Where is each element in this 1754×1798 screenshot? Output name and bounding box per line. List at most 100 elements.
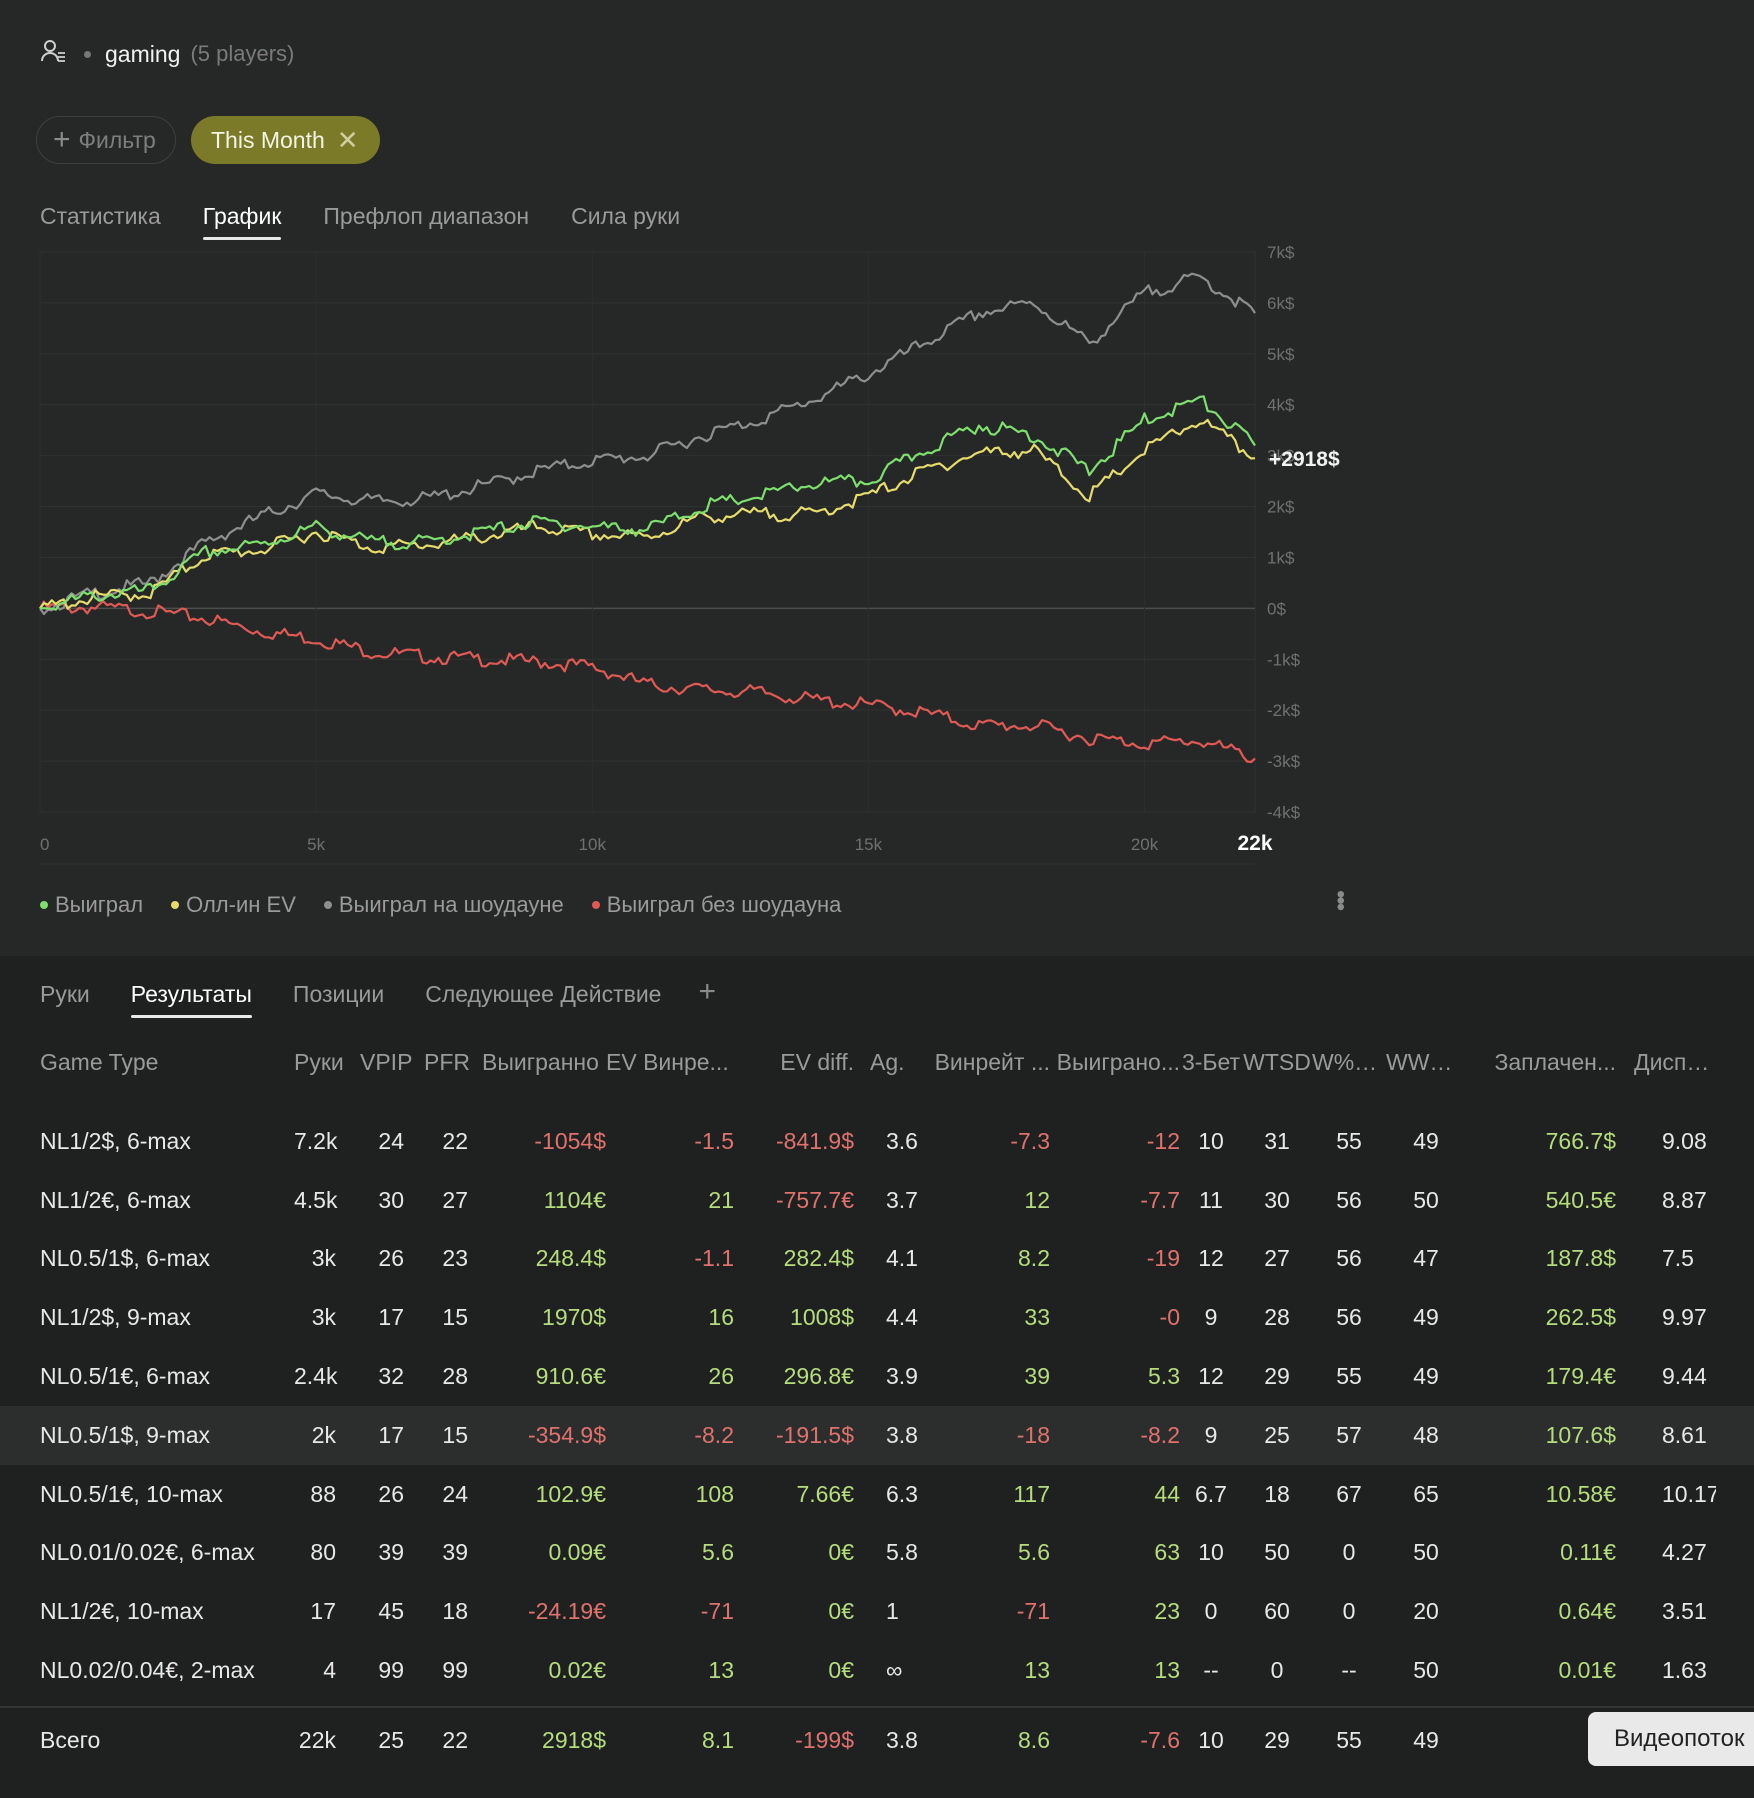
- cell-won-per: -0: [1159, 1304, 1180, 1331]
- tab-graph[interactable]: График: [202, 203, 281, 240]
- cell-ev-winrate: 8.1: [606, 1705, 734, 1774]
- cell-ev-diff: 0€: [828, 1598, 854, 1625]
- cell-ev-diff: 0€: [828, 1657, 854, 1684]
- cell-paid: 107.6$: [1466, 1405, 1616, 1465]
- legend-item-showdown[interactable]: Выиграл на шоудауне: [323, 892, 564, 918]
- cell-won: -24.19€: [527, 1598, 606, 1625]
- table-row[interactable]: NL1/2€, 6-max 4.5k 30 27 1104€ 21 -757.7€ 3.7 12…: [0, 1171, 1754, 1230]
- cell-wwsf: 50: [1413, 1657, 1439, 1684]
- table-row[interactable]: NL0.5/1€, 6-max 2.4k 32 28 910.6€ 26 296.8€ 3.9…: [0, 1347, 1754, 1406]
- col-3bet[interactable]: 3-Бет: [1181, 1048, 1241, 1075]
- tab-hand-strength[interactable]: Сила руки: [571, 203, 681, 229]
- table-row[interactable]: NL1/2€, 10-max 17 45 18 -24.19€ -71 0€ 1 -71 23 0 6…: [0, 1582, 1754, 1641]
- y-tick-label: 0$: [1267, 599, 1286, 618]
- cell-aggression: 3.8: [854, 1405, 930, 1465]
- cell-wwsf: 50: [1413, 1539, 1439, 1566]
- table-row[interactable]: NL0.5/1$, 9-max 2k 17 15 -354.9$ -8.2 -191.5$ 3…: [0, 1405, 1754, 1465]
- cell-ev-diff: -191.5$: [734, 1405, 854, 1465]
- table-row[interactable]: NL0.02/0.04€, 2-max 4 99 99 0.02€ 13 0€ ∞ 13 13 --…: [0, 1641, 1754, 1700]
- x-tick-label: 22k: [1237, 832, 1272, 855]
- table-row[interactable]: NL0.5/1$, 6-max 3k 26 23 248.4$ -1.1 282.4$ 4.1…: [0, 1230, 1754, 1289]
- tab-positions[interactable]: Позиции: [292, 981, 385, 1007]
- cell-game-type: NL1/2$, 9-max: [40, 1304, 191, 1331]
- pad: [0, 1230, 40, 1289]
- pad: [1716, 1112, 1754, 1171]
- cell-wwsf: 49: [1413, 1127, 1439, 1154]
- cell-wwsf: 49: [1413, 1363, 1439, 1390]
- cell-paid: 262.5$: [1545, 1304, 1616, 1331]
- tab-hands[interactable]: Руки: [40, 981, 90, 1007]
- tab-next-action[interactable]: Следующее Действие: [425, 981, 662, 1007]
- col-ev-diff[interactable]: EV diff.: [780, 1048, 854, 1075]
- pad: [1716, 1347, 1754, 1406]
- legend-item-non-showdown[interactable]: Выиграл без шоудауна: [591, 892, 841, 918]
- col-aggression[interactable]: Ag.: [870, 1048, 905, 1075]
- col-wwsf[interactable]: WWSF%: [1386, 1048, 1466, 1075]
- cell-game-type: NL0.5/1$, 6-max: [40, 1245, 211, 1272]
- close-icon[interactable]: ✕: [336, 125, 359, 155]
- table-body: NL1/2$, 6-max 7.2k 24 22 -1054$ -1.5 -841.9$ 3.…: [0, 1084, 1754, 1774]
- cell-wtsd: 25: [1242, 1405, 1312, 1465]
- cell-pfr: 28: [442, 1363, 468, 1390]
- col-won[interactable]: Выигранно: [482, 1048, 599, 1075]
- tab-preflop-range[interactable]: Префлоп диапазон: [323, 203, 530, 229]
- cell-won-per: 63: [1154, 1539, 1180, 1566]
- legend-item-allin-ev[interactable]: Олл-ин EV: [171, 892, 296, 918]
- pad: [1716, 1230, 1754, 1289]
- cell-wwsf: 20: [1413, 1598, 1439, 1625]
- table-row[interactable]: NL1/2$, 9-max 3k 17 15 1970$ 16 1008$ 4.4 33 -0 9 2…: [0, 1288, 1754, 1347]
- add-filter-button[interactable]: + Фильтр: [36, 116, 176, 164]
- cell-wwsf: 48: [1386, 1405, 1466, 1465]
- col-pfr[interactable]: PFR: [424, 1048, 470, 1075]
- cell-dispersion: 9.08: [1662, 1127, 1707, 1154]
- col-wtsd[interactable]: WTSD: [1243, 1048, 1311, 1075]
- pad: [0, 1582, 40, 1641]
- col-winrate[interactable]: Винрейт ...: [934, 1048, 1050, 1075]
- pad: [0, 1405, 40, 1465]
- table-row[interactable]: NL1/2$, 6-max 7.2k 24 22 -1054$ -1.5 -841.9$ 3.…: [0, 1112, 1754, 1171]
- cell-wsd: 56: [1336, 1304, 1362, 1331]
- col-vpip[interactable]: VPIP: [360, 1048, 413, 1075]
- active-filter-chip[interactable]: This Month ✕: [191, 116, 380, 164]
- col-game-type[interactable]: Game Type: [40, 1048, 159, 1075]
- winnings-chart[interactable]: 7k$ 6k$ 5k$ 4k$ 3k$ 2k$ 1k$ 0$ -1k$ -2k$ -3k$ -4k$ 0…: [0, 240, 1380, 880]
- table-total-row[interactable]: Всего 22k 25 22 2918$ 8.1 -199$ 3.8 8.6 -7.6 10 29 5…: [0, 1705, 1754, 1774]
- pad: [1716, 1465, 1754, 1524]
- col-paid[interactable]: Заплачен...: [1494, 1048, 1617, 1075]
- pad: [0, 1288, 40, 1347]
- cell-dispersion: 8.87: [1662, 1186, 1707, 1213]
- cell-ev-diff: 1008$: [790, 1304, 854, 1331]
- legend-item-won[interactable]: Выиграл: [40, 892, 143, 918]
- cell-won: 1104€: [543, 1186, 606, 1213]
- group-name[interactable]: gaming: [105, 40, 181, 67]
- user-group-icon[interactable]: [40, 38, 66, 70]
- col-won-per[interactable]: Выиграно...: [1056, 1048, 1180, 1075]
- col-hands[interactable]: Руки: [294, 1048, 344, 1075]
- cell-3bet: 11: [1199, 1186, 1223, 1213]
- cell-hands: 88: [310, 1480, 336, 1507]
- cell-ev-diff: 296.8€: [783, 1363, 854, 1390]
- tab-statistics[interactable]: Статистика: [40, 203, 161, 229]
- cell-pfr: 99: [442, 1657, 468, 1684]
- add-tab-icon[interactable]: +: [698, 975, 716, 1008]
- cell-game-type: NL0.5/1€, 6-max: [40, 1363, 211, 1390]
- cell-game-type: NL1/2$, 6-max: [40, 1127, 191, 1154]
- cell-ev-diff: -841.9$: [775, 1127, 854, 1154]
- col-wsd[interactable]: W%SD: [1312, 1048, 1386, 1075]
- tab-results[interactable]: Результаты: [130, 981, 253, 1018]
- spacer-row: [0, 1084, 1754, 1112]
- cell-wtsd: 27: [1264, 1245, 1290, 1272]
- more-options-icon[interactable]: •••: [1327, 890, 1354, 910]
- cell-paid: 10.58€: [1545, 1480, 1616, 1507]
- pad: [1716, 1524, 1754, 1583]
- col-dispersion[interactable]: Дисперс: [1634, 1048, 1716, 1075]
- table-row[interactable]: NL0.01/0.02€, 6-max 80 39 39 0.09€ 5.6 0€ 5.8 5.…: [0, 1524, 1754, 1583]
- cell-vpip: 39: [378, 1539, 404, 1566]
- col-ev-winrate[interactable]: EV Винре...: [606, 1048, 729, 1075]
- cell-dispersion: 3.51: [1662, 1598, 1707, 1625]
- cell-wsd: 56: [1336, 1186, 1362, 1213]
- table-row[interactable]: NL0.5/1€, 10-max 88 26 24 102.9€ 108 7.66€ 6.3 1…: [0, 1465, 1754, 1524]
- cell-winrate: -71: [1016, 1598, 1050, 1625]
- cell-game-type: NL0.5/1$, 9-max: [40, 1405, 294, 1465]
- cell-wtsd: 18: [1264, 1480, 1290, 1507]
